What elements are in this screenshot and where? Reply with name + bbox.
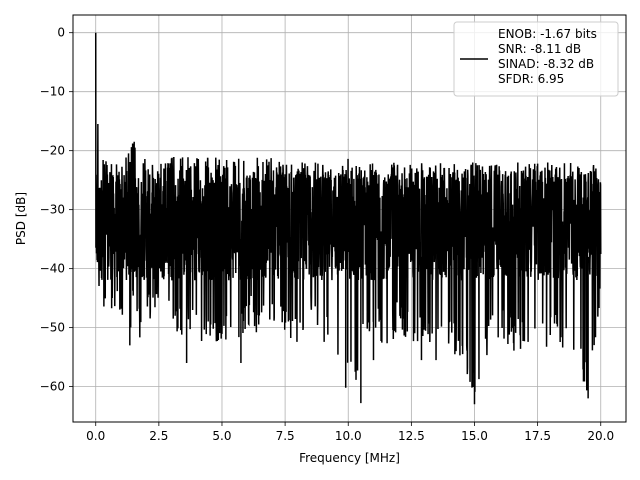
legend-text-line: ENOB: -1.67 bits <box>498 27 597 41</box>
y-tick-label: −20 <box>40 144 65 158</box>
x-tick-label: 15.0 <box>461 429 488 443</box>
plot-area <box>94 32 602 405</box>
y-tick-label: −50 <box>40 321 65 335</box>
y-tick-label: 0 <box>57 26 65 40</box>
x-tick-label: 0.0 <box>86 429 105 443</box>
y-tick-label: −60 <box>40 380 65 394</box>
x-tick-label: 7.5 <box>276 429 295 443</box>
x-axis: 0.0 2.5 5.0 7.5 10.0 12.5 15.0 17.5 20.0 <box>86 422 614 443</box>
x-tick-label: 20.0 <box>587 429 614 443</box>
y-axis-label: PSD [dB] <box>14 192 28 245</box>
y-tick-label: −30 <box>40 203 65 217</box>
y-tick-label: −10 <box>40 85 65 99</box>
psd-series-line <box>94 32 602 405</box>
legend-box <box>453 21 619 97</box>
y-axis: 0 −10 −20 −30 −40 −50 −60 <box>40 26 73 394</box>
legend-entry-label: ENOB: -1.67 bits SNR: -8.11 dB SINAD: -8.3… <box>498 27 597 86</box>
x-tick-label: 2.5 <box>149 429 168 443</box>
x-tick-label: 17.5 <box>524 429 551 443</box>
y-tick-label: −40 <box>40 262 65 276</box>
legend-text-line: SINAD: -8.32 dB <box>498 57 594 71</box>
plot-frame <box>72 14 627 423</box>
x-tick-label: 10.0 <box>335 429 362 443</box>
x-axis-label: Frequency [MHz] <box>299 451 400 465</box>
legend-text-line: SNR: -8.11 dB <box>498 42 581 56</box>
x-tick-label: 5.0 <box>212 429 231 443</box>
legend-text-line: SFDR: 6.95 <box>498 72 564 86</box>
legend: ENOB: -1.67 bits SNR: -8.11 dB SINAD: -8.3… <box>453 21 619 97</box>
x-tick-label: 12.5 <box>398 429 425 443</box>
